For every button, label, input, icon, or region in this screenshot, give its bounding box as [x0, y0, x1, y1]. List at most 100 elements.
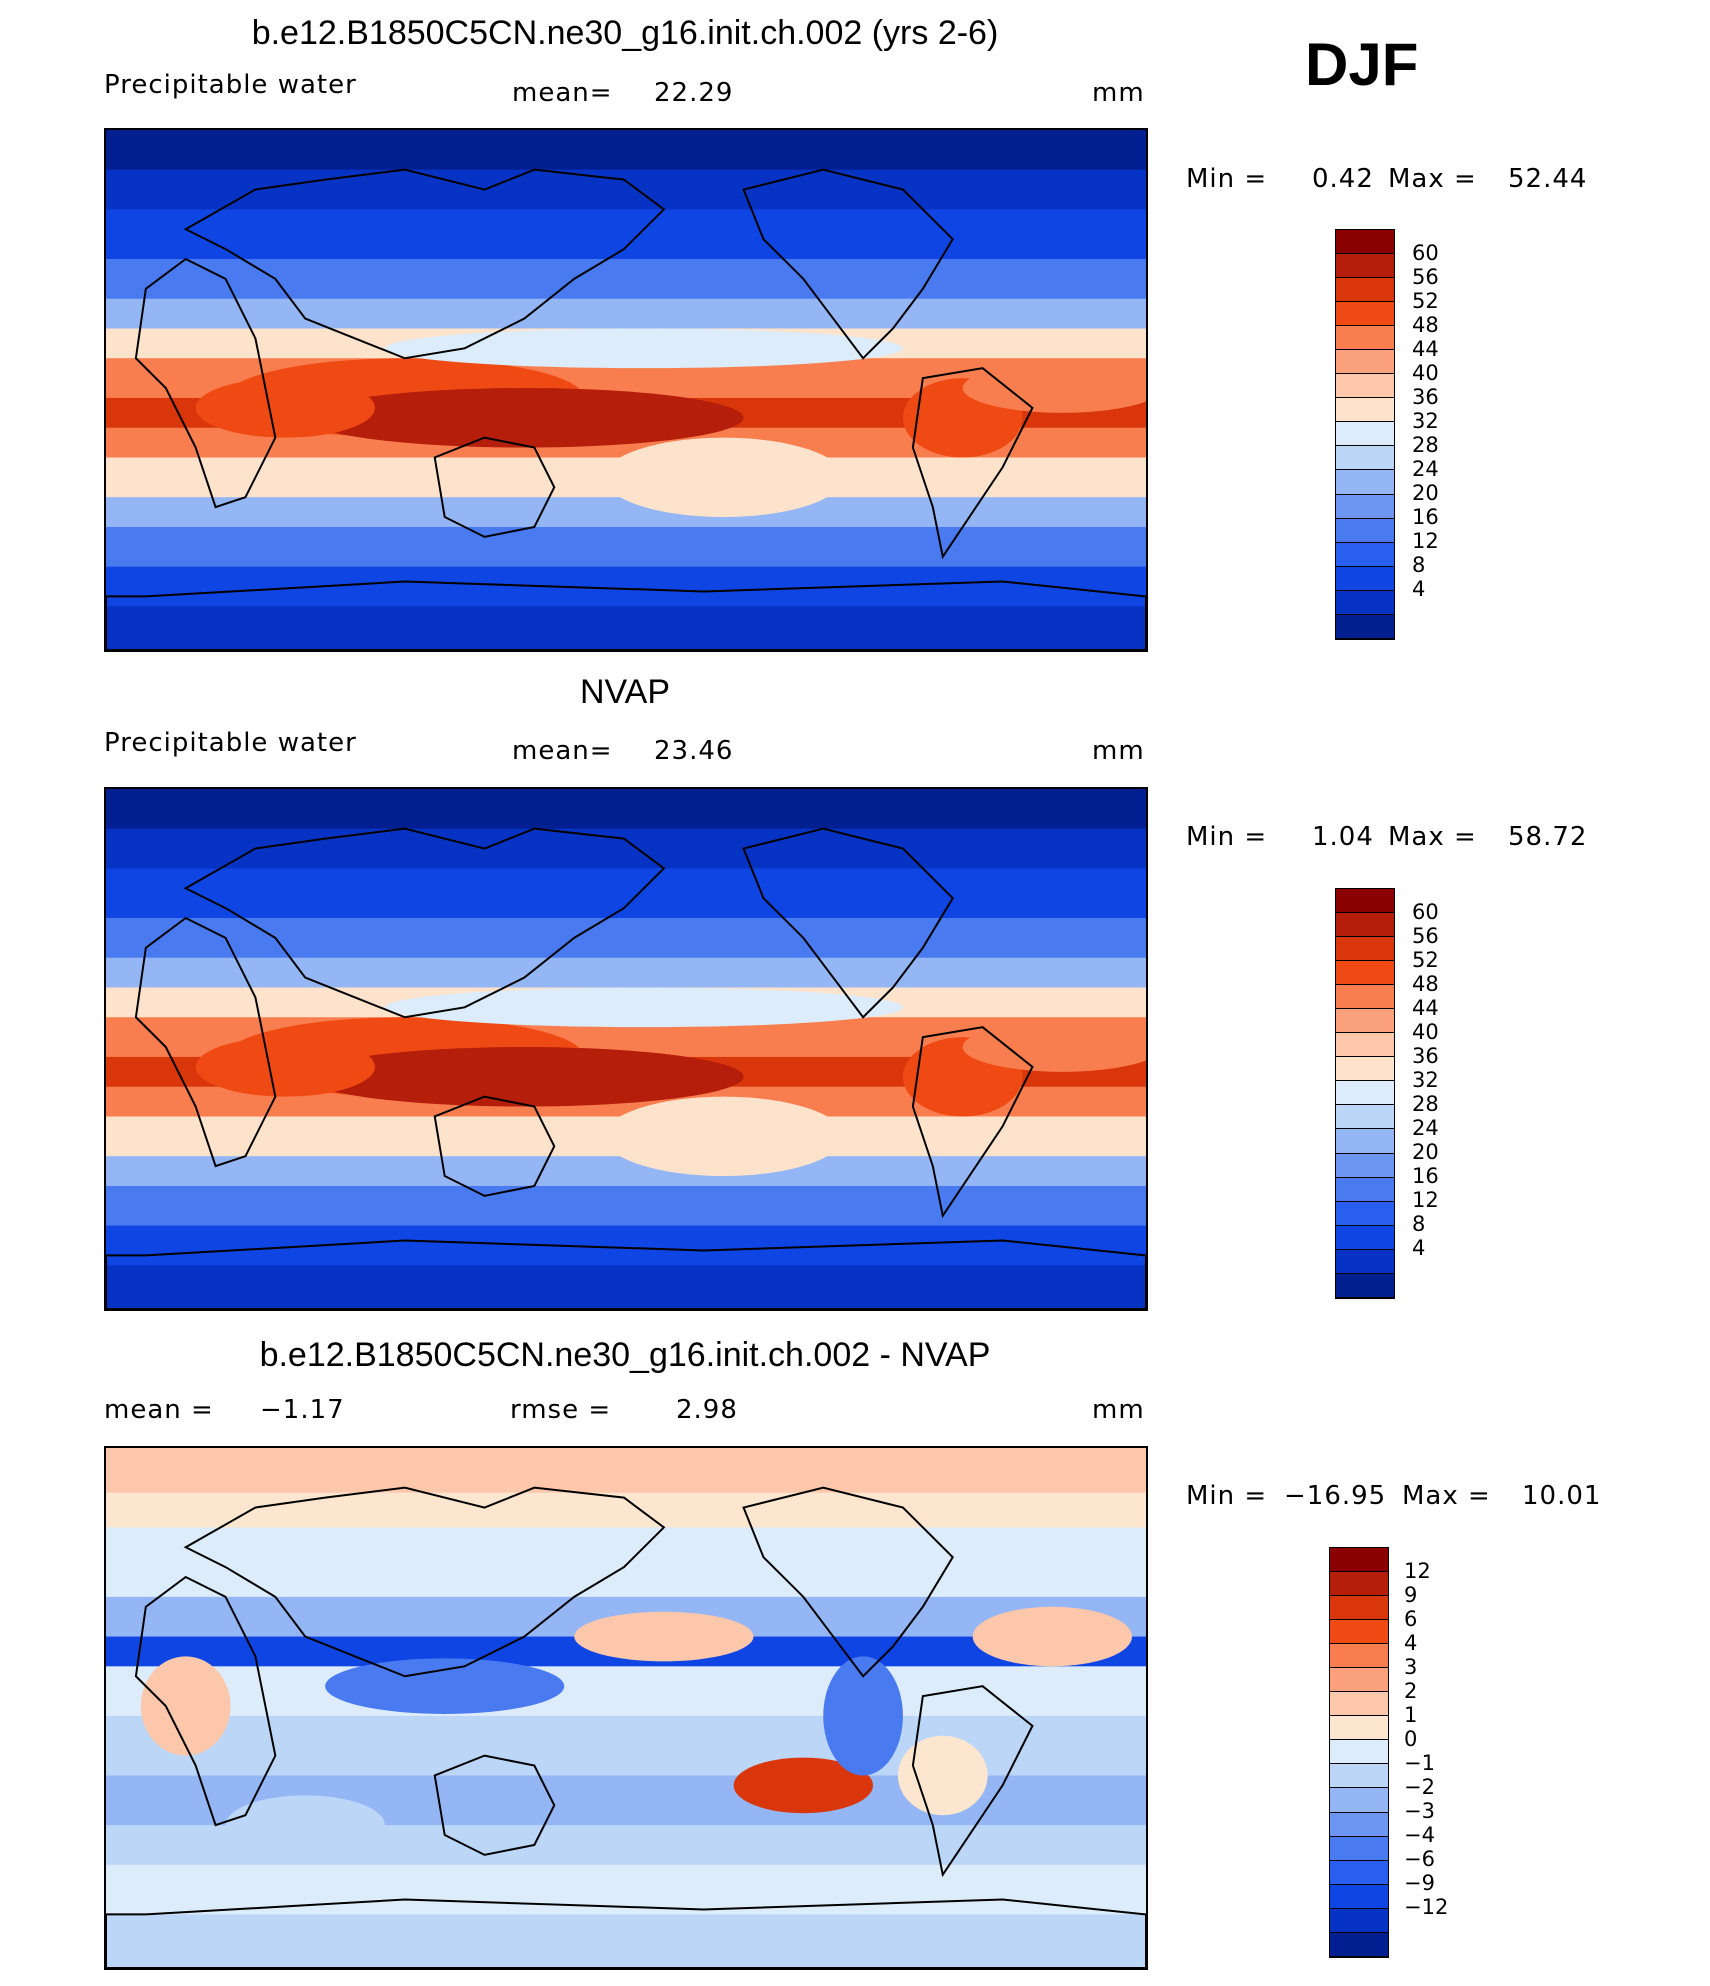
colorbar-swatch: [1330, 1908, 1388, 1933]
map-blob: [195, 378, 375, 438]
panel2-min-value: 1.04: [1312, 822, 1374, 852]
map-blob: [384, 987, 903, 1028]
colorbar-tick-label: 9: [1404, 1582, 1418, 1607]
colorbar-tick-label: −1: [1404, 1751, 1435, 1776]
colorbar-swatch: [1336, 1129, 1394, 1154]
panel2-mean-label: mean=: [512, 736, 613, 766]
panel3-title: b.e12.B1850C5CN.ne30_g16.init.ch.002 - N…: [259, 1336, 991, 1374]
coastline: [134, 1575, 277, 1827]
colorbar-tick-label: 4: [1412, 577, 1426, 602]
coastline: [742, 1486, 954, 1678]
map-band: [106, 298, 1146, 330]
colorbar-swatch: [1336, 230, 1394, 255]
map-band: [106, 1527, 1146, 1598]
colorbar-tick-label: −9: [1404, 1871, 1435, 1896]
map-blob: [962, 1022, 1146, 1072]
colorbar-tick-label: 4: [1412, 1236, 1426, 1261]
panel1-mean-value: 22.29: [654, 78, 734, 108]
map-band: [106, 1156, 1146, 1187]
colorbar-tick-label: 28: [1412, 1092, 1439, 1117]
map-blob: [897, 1735, 988, 1816]
map-band: [106, 868, 1146, 919]
colorbar-swatch: [1330, 1740, 1388, 1765]
colorbar-swatch: [1336, 1201, 1394, 1226]
panel1-min-label: Min =: [1186, 164, 1268, 194]
map-band: [106, 606, 1146, 650]
colorbar-tick-label: 44: [1412, 995, 1439, 1020]
panel3-map: [104, 1446, 1148, 1970]
panel1-title: b.e12.B1850C5CN.ne30_g16.init.ch.002 (yr…: [251, 14, 999, 52]
colorbar-swatch: [1330, 1572, 1388, 1597]
map-band: [106, 209, 1146, 260]
colorbar-swatch: [1336, 302, 1394, 327]
panel3-max-value: 10.01: [1522, 1481, 1602, 1511]
colorbar-tick-label: 12: [1412, 529, 1439, 554]
map-blob: [604, 437, 844, 518]
panel2-mean-value: 23.46: [654, 736, 734, 766]
colorbar-tick-label: 60: [1412, 240, 1439, 265]
colorbar-swatch: [1330, 1788, 1388, 1813]
colorbar-swatch: [1336, 1153, 1394, 1178]
colorbar-tick-label: 2: [1404, 1678, 1418, 1703]
map-blob: [574, 1611, 754, 1662]
colorbar-tick-label: 56: [1412, 264, 1439, 289]
colorbar-tick-label: 20: [1412, 481, 1439, 506]
coastline: [911, 1685, 1034, 1878]
map-field: [106, 130, 1146, 650]
colorbar-tick-label: 12: [1412, 1188, 1439, 1213]
colorbar-tick-label: 48: [1412, 971, 1439, 996]
colorbar-swatch: [1336, 937, 1394, 962]
colorbar-tick-label: 16: [1412, 1164, 1439, 1189]
map-band: [106, 1666, 1146, 1717]
map-band: [106, 828, 1146, 870]
colorbar-swatch: [1330, 1764, 1388, 1789]
colorbar-swatch: [1330, 1812, 1388, 1837]
coastline: [742, 827, 954, 1019]
colorbar-tick-label: −2: [1404, 1775, 1435, 1800]
colorbar-tick-label: 32: [1412, 1067, 1439, 1092]
coastline: [433, 1095, 556, 1197]
colorbar-swatch: [1336, 1177, 1394, 1202]
colorbar-tick-label: 24: [1412, 1116, 1439, 1141]
colorbar-swatch: [1330, 1668, 1388, 1693]
colorbar-tick-label: 1: [1404, 1702, 1418, 1727]
map-blob: [140, 1656, 231, 1756]
panel1-units: mm: [1092, 78, 1145, 108]
map-blob: [225, 1795, 385, 1855]
colorbar-tick-label: 20: [1412, 1140, 1439, 1165]
colorbar-swatch: [1330, 1860, 1388, 1885]
panel3-mean-label: mean =: [104, 1395, 214, 1425]
map-field: [106, 1448, 1146, 1968]
colorbar-swatch: [1336, 1009, 1394, 1034]
coastline: [183, 168, 666, 360]
colorbar-swatch: [1336, 278, 1394, 303]
colorbar-swatch: [1336, 398, 1394, 423]
colorbar-tick-label: 4: [1404, 1630, 1418, 1655]
panel1-colorbar: [1335, 229, 1395, 640]
colorbar-swatch: [1330, 1884, 1388, 1909]
map-band: [106, 130, 1146, 171]
panel3-rmse-label: rmse =: [510, 1395, 612, 1425]
panel1-variable-label: Precipitable water: [104, 70, 357, 100]
colorbar-swatch: [1330, 1836, 1388, 1861]
season-label: DJF: [1305, 31, 1419, 98]
map-field: [106, 789, 1146, 1309]
map-band: [106, 918, 1146, 959]
colorbar-swatch: [1336, 422, 1394, 447]
colorbar-swatch: [1336, 350, 1394, 375]
colorbar-swatch: [1330, 1644, 1388, 1669]
map-band: [106, 957, 1146, 989]
colorbar-tick-label: 40: [1412, 360, 1439, 385]
coastline: [433, 1754, 556, 1856]
colorbar-swatch: [1336, 961, 1394, 986]
map-blob: [962, 363, 1146, 413]
colorbar-swatch: [1336, 1081, 1394, 1106]
panel2-min-label: Min =: [1186, 822, 1268, 852]
panel2-max-label: Max =: [1388, 822, 1477, 852]
map-band: [106, 1185, 1146, 1227]
coastline: [183, 827, 666, 1019]
colorbar-swatch: [1330, 1596, 1388, 1621]
map-band: [106, 526, 1146, 568]
colorbar-swatch: [1336, 985, 1394, 1010]
panel1-mean-label: mean=: [512, 78, 613, 108]
